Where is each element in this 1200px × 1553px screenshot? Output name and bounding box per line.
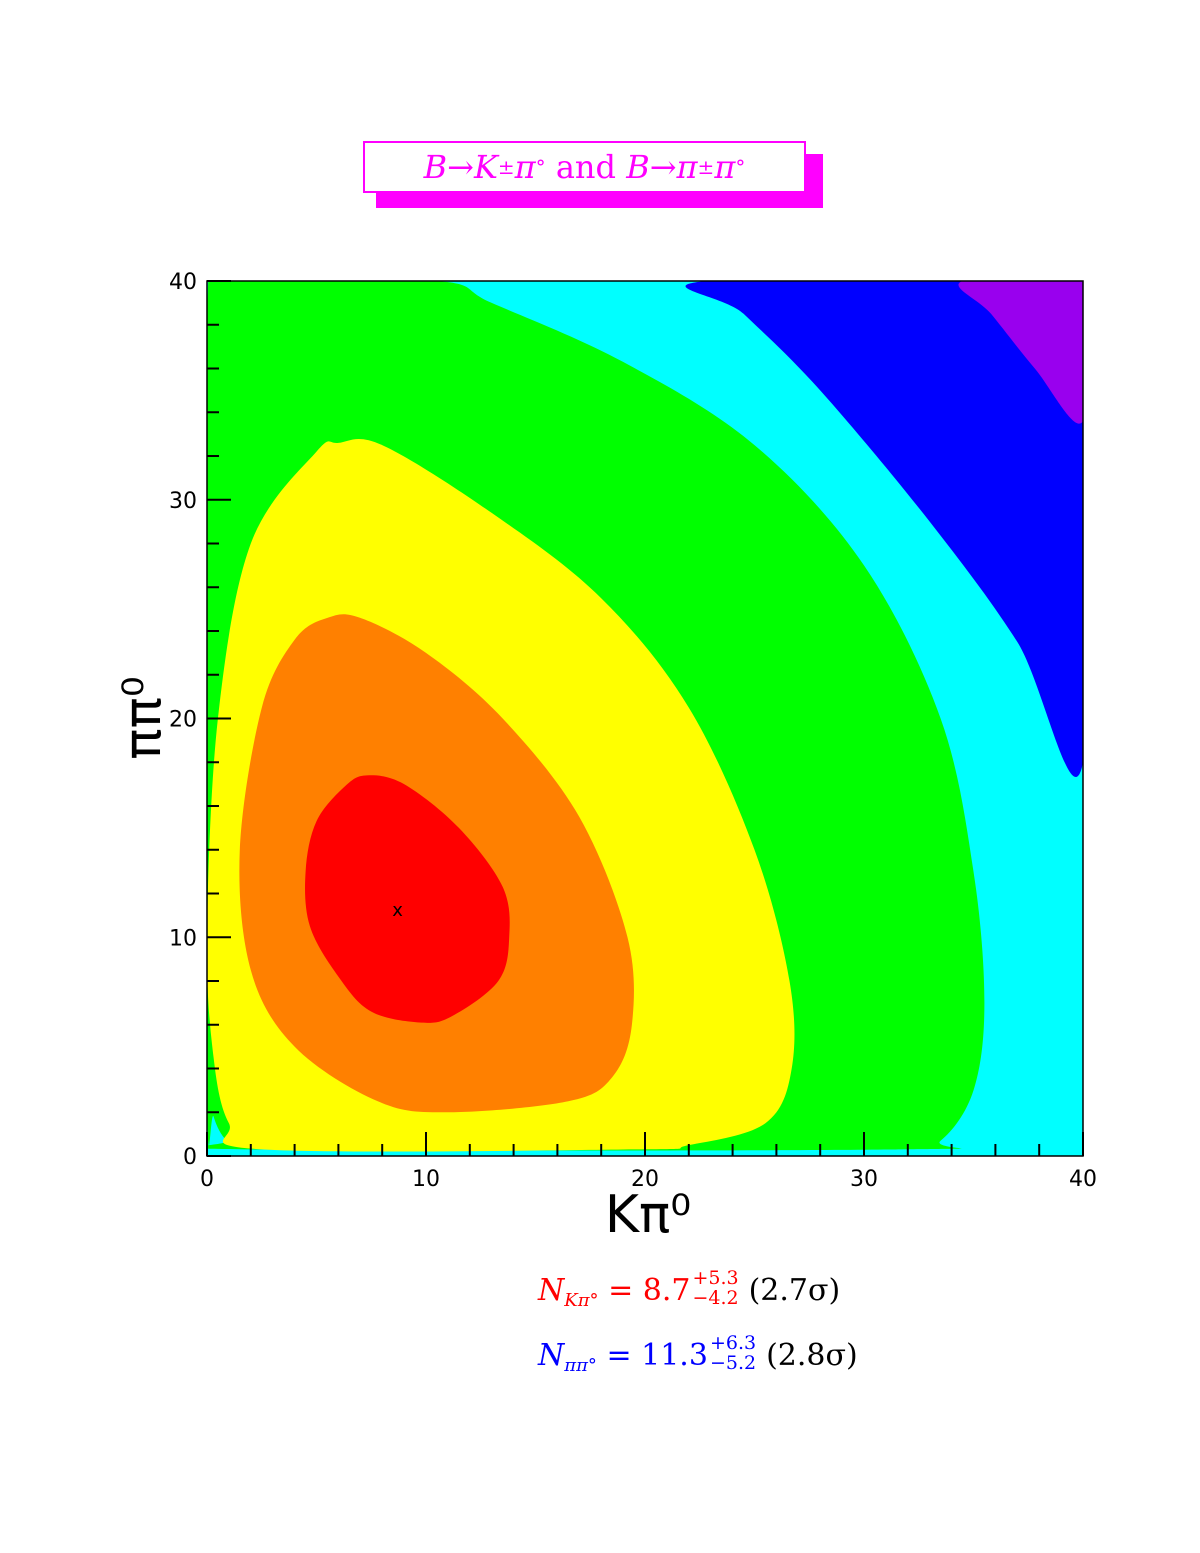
result-error-up: +5.3 xyxy=(692,1267,739,1289)
result-significance: (2.8σ) xyxy=(766,1338,858,1373)
result-error-up: +6.3 xyxy=(709,1332,757,1354)
result-significance: (2.7σ) xyxy=(748,1273,841,1308)
y-tick-label: 0 xyxy=(183,1145,197,1170)
x-tick-label: 30 xyxy=(850,1167,878,1192)
result-subscript: Kπ° xyxy=(564,1290,599,1311)
x-tick-label: 0 xyxy=(200,1167,214,1192)
title-part: ± xyxy=(497,155,515,179)
title-part: K xyxy=(473,148,498,186)
title-part: → xyxy=(649,148,677,186)
axis-layer: 0 10 20 30 40 0 10 20 30 40 xyxy=(169,270,1097,1192)
title-part: → xyxy=(447,148,474,186)
contour-layer xyxy=(207,281,1083,1156)
x-tick-label: 20 xyxy=(631,1167,659,1192)
y-tick-label: 30 xyxy=(169,489,197,514)
title-part: π xyxy=(514,148,536,186)
x-tick-label: 10 xyxy=(412,1167,440,1192)
result-symbol: N xyxy=(538,1338,565,1373)
y-tick-label: 10 xyxy=(169,926,197,951)
title-part: ° xyxy=(735,155,746,179)
y-tick-label: 40 xyxy=(169,270,197,295)
x-tick-label: 40 xyxy=(1069,1167,1097,1192)
title-part: π xyxy=(676,148,698,186)
title-part: π xyxy=(714,148,736,186)
result-subscript: ππ° xyxy=(564,1355,597,1376)
contour-region-5 xyxy=(685,281,1083,777)
best-fit-marker: x xyxy=(392,900,403,921)
title-part: and xyxy=(545,148,627,186)
result-symbol: N xyxy=(538,1273,565,1308)
title-part: ± xyxy=(697,155,715,179)
result-line-pipi0: Nππ° = 11.3 +6.3 −5.2 (2.8σ) xyxy=(538,1333,858,1377)
chart-title: B → K ± π ° and B → π ± π ° xyxy=(363,141,806,193)
contour-region-6 xyxy=(958,281,1083,424)
result-value: = 11.3 xyxy=(596,1338,708,1373)
result-value: = 8.7 xyxy=(598,1273,691,1308)
title-part: ° xyxy=(535,155,546,179)
contour-region-4 xyxy=(305,775,510,1023)
y-tick-label: 20 xyxy=(169,708,197,733)
marker-layer: x xyxy=(392,900,403,921)
result-line-kpi0: NKπ° = 8.7 +5.3 −4.2 (2.7σ) xyxy=(538,1268,841,1312)
x-axis-title: Kπ⁰ xyxy=(605,1185,691,1245)
result-error-down: −5.2 xyxy=(709,1352,757,1374)
result-error-down: −4.2 xyxy=(692,1287,739,1309)
title-part: B xyxy=(626,148,650,186)
title-part: B xyxy=(423,148,448,186)
y-axis-title: ππ⁰ xyxy=(113,676,173,759)
